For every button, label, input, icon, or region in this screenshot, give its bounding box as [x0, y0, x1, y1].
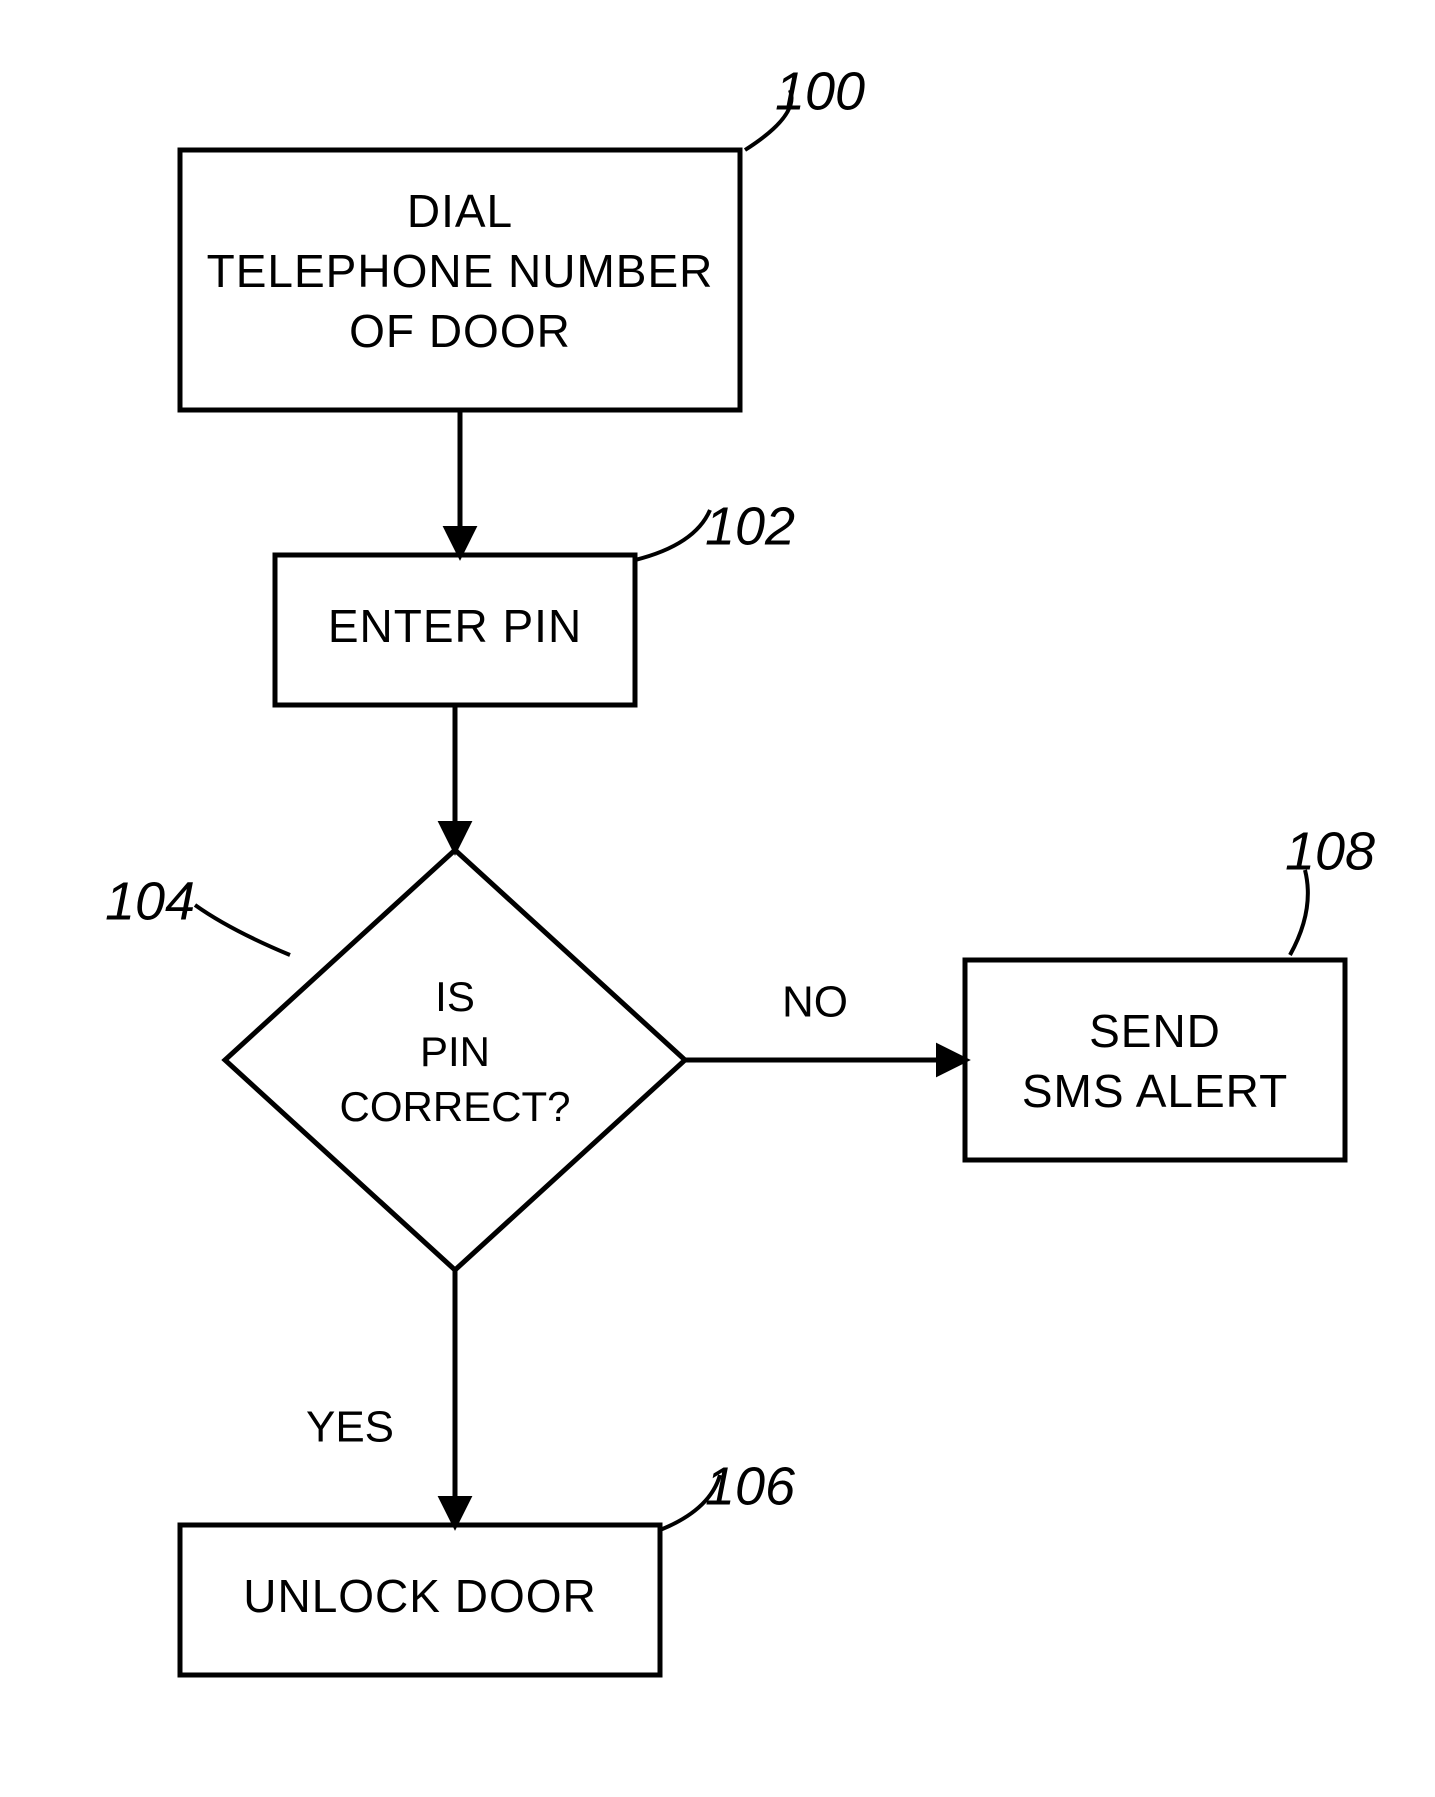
node-text-line3: OF DOOR — [349, 305, 571, 357]
node-text-line1: IS — [435, 973, 475, 1020]
node-text-line3: CORRECT? — [339, 1083, 570, 1130]
ref-label: 108 — [1285, 821, 1375, 881]
ref-label: 106 — [705, 1456, 796, 1516]
node-text-line2: TELEPHONE NUMBER — [207, 245, 714, 297]
ref-label: 102 — [705, 496, 795, 556]
node-send-sms-alert: SEND SMS ALERT — [965, 960, 1345, 1160]
node-dial-telephone: DIAL TELEPHONE NUMBER OF DOOR — [180, 150, 740, 410]
ref-leader — [1290, 870, 1308, 955]
ref-leader — [195, 905, 290, 955]
ref-label: 100 — [775, 61, 865, 121]
ref-100: 100 — [745, 61, 865, 150]
ref-106: 106 — [660, 1456, 796, 1530]
node-enter-pin: ENTER PIN — [275, 555, 635, 705]
edge-no: NO — [685, 978, 965, 1060]
ref-102: 102 — [635, 496, 795, 560]
node-text-line1: UNLOCK DOOR — [243, 1570, 596, 1622]
node-text-line1: SEND — [1089, 1005, 1221, 1057]
edge-label: YES — [306, 1403, 394, 1452]
ref-label: 104 — [105, 871, 195, 931]
ref-leader — [635, 510, 710, 560]
edge-label: NO — [782, 978, 848, 1027]
ref-104: 104 — [105, 871, 290, 955]
ref-108: 108 — [1285, 821, 1375, 955]
node-text-line1: DIAL — [407, 185, 513, 237]
node-unlock-door: UNLOCK DOOR — [180, 1525, 660, 1675]
node-is-pin-correct: IS PIN CORRECT? — [225, 850, 685, 1270]
node-text-line2: SMS ALERT — [1022, 1065, 1288, 1117]
node-text-line2: PIN — [420, 1028, 490, 1075]
node-box — [965, 960, 1345, 1160]
edge-yes: YES — [306, 1270, 455, 1525]
node-text-line1: ENTER PIN — [328, 600, 582, 652]
